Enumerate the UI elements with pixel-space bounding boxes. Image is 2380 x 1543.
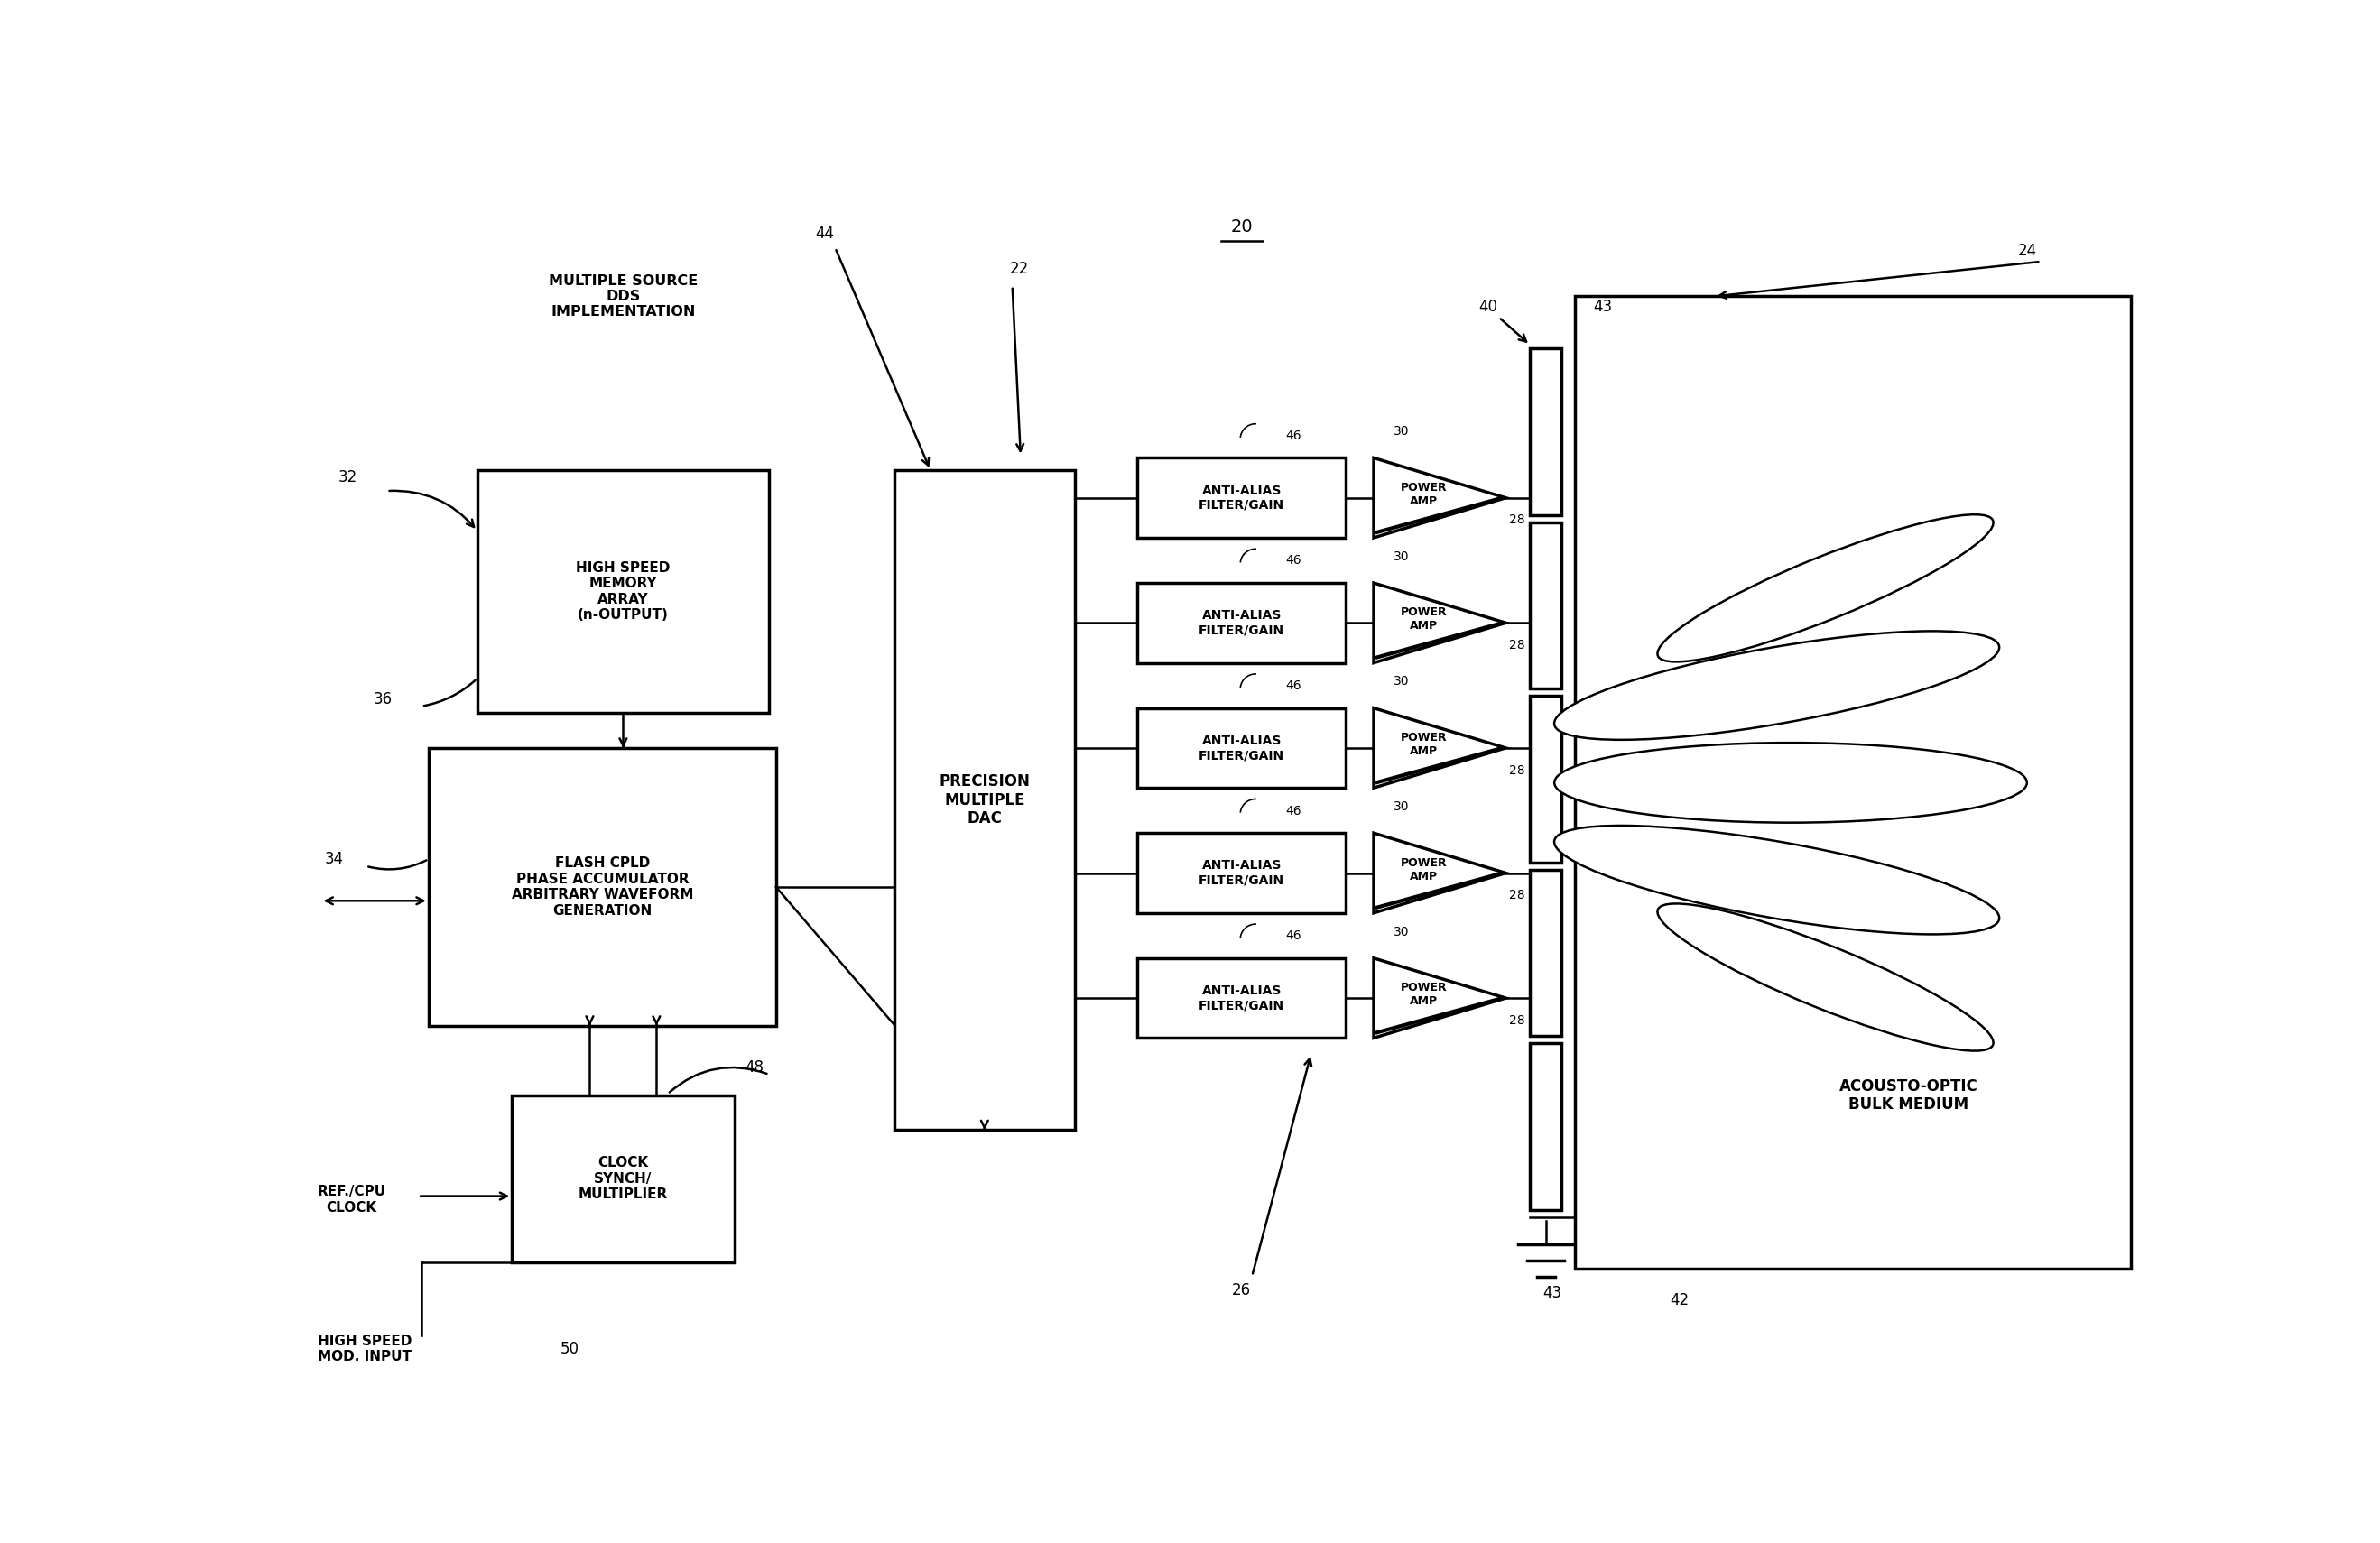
Polygon shape — [1373, 583, 1507, 663]
FancyArrowPatch shape — [390, 491, 474, 528]
Polygon shape — [1373, 833, 1507, 913]
Bar — [1138, 458, 1345, 539]
Text: ANTI-ALIAS
FILTER/GAIN: ANTI-ALIAS FILTER/GAIN — [1200, 859, 1285, 887]
Bar — [1530, 1043, 1561, 1210]
Text: POWER
AMP: POWER AMP — [1399, 981, 1447, 1008]
Text: 42: 42 — [1671, 1291, 1690, 1308]
FancyArrowPatch shape — [669, 1068, 766, 1092]
Bar — [1138, 833, 1345, 913]
Bar — [1138, 583, 1345, 663]
Text: MULTIPLE SOURCE
DDS
IMPLEMENTATION: MULTIPLE SOURCE DDS IMPLEMENTATION — [547, 273, 697, 319]
Text: 30: 30 — [1395, 676, 1409, 688]
Text: 48: 48 — [745, 1060, 764, 1075]
FancyArrowPatch shape — [369, 861, 426, 869]
Text: 20: 20 — [1230, 218, 1252, 236]
Bar — [476, 471, 769, 713]
Bar — [1530, 349, 1561, 515]
Text: PRECISION
MULTIPLE
DAC: PRECISION MULTIPLE DAC — [940, 773, 1031, 827]
Bar — [1138, 708, 1345, 788]
Text: ACOUSTO-OPTIC
BULK MEDIUM: ACOUSTO-OPTIC BULK MEDIUM — [1840, 1079, 1978, 1113]
Ellipse shape — [1656, 514, 1994, 662]
Ellipse shape — [1554, 826, 1999, 935]
Text: POWER
AMP: POWER AMP — [1399, 481, 1447, 508]
Text: HIGH SPEED
MEMORY
ARRAY
(n-OUTPUT): HIGH SPEED MEMORY ARRAY (n-OUTPUT) — [576, 562, 671, 622]
Text: 28: 28 — [1509, 889, 1526, 901]
Bar — [1530, 870, 1561, 1037]
Bar — [1530, 696, 1561, 863]
Bar — [1576, 296, 2130, 1268]
Bar — [428, 748, 776, 1026]
FancyArrowPatch shape — [424, 680, 476, 705]
Ellipse shape — [1656, 904, 1994, 1051]
Text: 22: 22 — [1009, 261, 1028, 276]
Polygon shape — [1373, 958, 1507, 1038]
Text: REF./CPU
CLOCK: REF./CPU CLOCK — [317, 1185, 386, 1214]
Text: 36: 36 — [374, 691, 393, 707]
Text: 24: 24 — [2018, 244, 2037, 259]
Text: 28: 28 — [1509, 764, 1526, 776]
Text: 40: 40 — [1478, 299, 1497, 315]
Polygon shape — [1373, 458, 1507, 539]
Text: 28: 28 — [1509, 639, 1526, 651]
Text: 30: 30 — [1395, 426, 1409, 438]
Text: 46: 46 — [1285, 929, 1302, 943]
Text: 46: 46 — [1285, 554, 1302, 566]
Text: 43: 43 — [1595, 299, 1614, 315]
Text: 34: 34 — [324, 852, 343, 867]
Text: 28: 28 — [1509, 514, 1526, 526]
Text: ANTI-ALIAS
FILTER/GAIN: ANTI-ALIAS FILTER/GAIN — [1200, 984, 1285, 1012]
Text: 50: 50 — [562, 1341, 581, 1358]
Ellipse shape — [1554, 631, 1999, 739]
Text: 30: 30 — [1395, 551, 1409, 563]
Text: 46: 46 — [1285, 679, 1302, 693]
Text: POWER
AMP: POWER AMP — [1399, 856, 1447, 883]
Text: 30: 30 — [1395, 801, 1409, 813]
Bar — [1138, 958, 1345, 1038]
Text: 32: 32 — [338, 469, 357, 485]
Text: FLASH CPLD
PHASE ACCUMULATOR
ARBITRARY WAVEFORM
GENERATION: FLASH CPLD PHASE ACCUMULATOR ARBITRARY W… — [512, 856, 693, 917]
Text: ANTI-ALIAS
FILTER/GAIN: ANTI-ALIAS FILTER/GAIN — [1200, 609, 1285, 637]
Ellipse shape — [1554, 742, 2028, 822]
Bar — [895, 471, 1076, 1129]
Bar — [1530, 522, 1561, 688]
Text: CLOCK
SYNCH/
MULTIPLIER: CLOCK SYNCH/ MULTIPLIER — [578, 1156, 669, 1200]
Text: POWER
AMP: POWER AMP — [1399, 731, 1447, 758]
Text: 43: 43 — [1542, 1285, 1561, 1301]
Text: 44: 44 — [816, 225, 833, 242]
Polygon shape — [1373, 708, 1507, 788]
Text: 30: 30 — [1395, 926, 1409, 938]
Text: 46: 46 — [1285, 804, 1302, 818]
Text: ANTI-ALIAS
FILTER/GAIN: ANTI-ALIAS FILTER/GAIN — [1200, 485, 1285, 511]
Text: 26: 26 — [1233, 1282, 1252, 1298]
Text: POWER
AMP: POWER AMP — [1399, 606, 1447, 633]
Text: 28: 28 — [1509, 1014, 1526, 1026]
Text: 46: 46 — [1285, 429, 1302, 441]
Text: ANTI-ALIAS
FILTER/GAIN: ANTI-ALIAS FILTER/GAIN — [1200, 734, 1285, 762]
Text: HIGH SPEED
MOD. INPUT: HIGH SPEED MOD. INPUT — [317, 1335, 412, 1364]
Bar — [512, 1096, 735, 1262]
